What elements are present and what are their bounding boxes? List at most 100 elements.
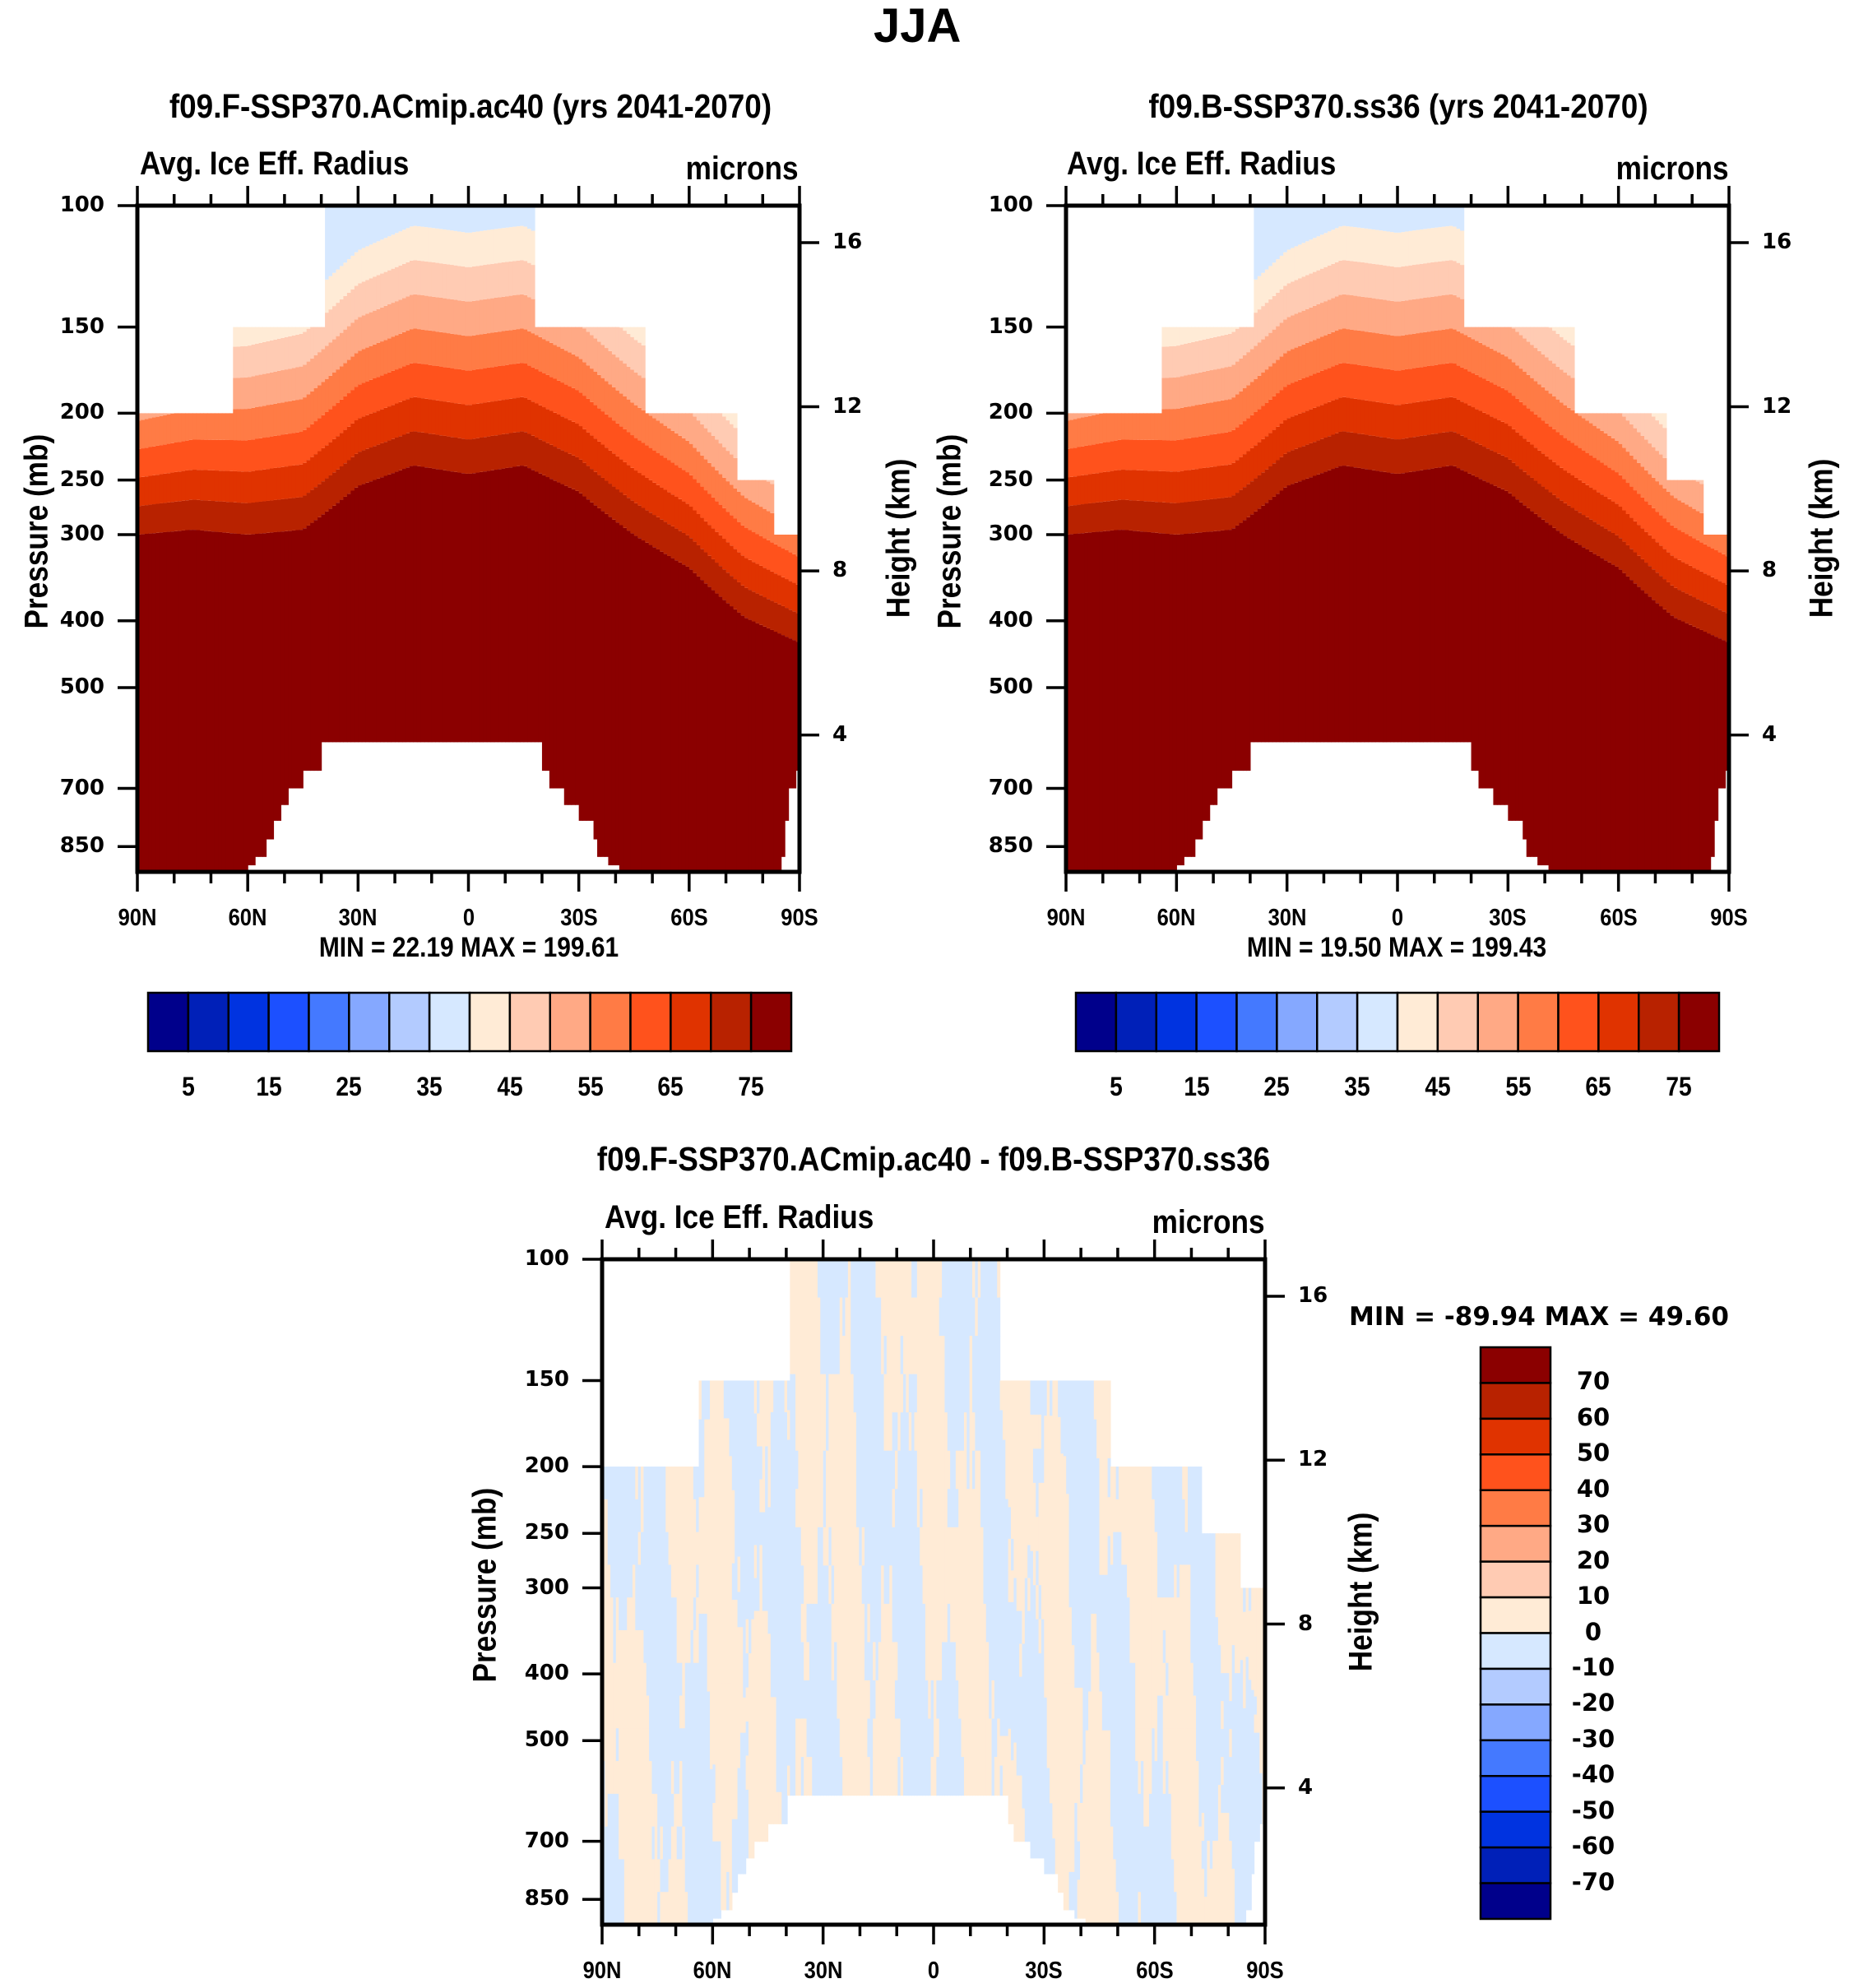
contour-cell xyxy=(1242,421,1248,455)
contour-cell xyxy=(641,1695,644,1729)
contour-cell xyxy=(200,470,205,501)
contour-cell xyxy=(654,1629,658,1664)
contour-cell xyxy=(1581,482,1586,516)
contour-cell xyxy=(733,579,738,609)
contour-cell xyxy=(483,206,488,231)
contour-cell xyxy=(1570,410,1575,443)
contour-cell xyxy=(1102,413,1107,443)
contour-cell xyxy=(1390,232,1395,267)
contour-cell xyxy=(997,1412,1001,1452)
contour-cell xyxy=(1692,597,1697,627)
contour-cell xyxy=(291,465,296,498)
contour-cell xyxy=(712,1610,716,1650)
contour-cell xyxy=(428,330,433,365)
contour-cell xyxy=(1030,1619,1034,1654)
contour-cell xyxy=(1161,409,1166,441)
contour-cell xyxy=(674,1728,678,1762)
contour-cell xyxy=(1052,1838,1056,1874)
contour-cell xyxy=(753,1413,758,1448)
contour-cell xyxy=(758,535,763,566)
contour-cell xyxy=(688,507,693,539)
contour-cell xyxy=(969,1336,973,1375)
contour-cell xyxy=(731,1819,735,1856)
contour-cell xyxy=(961,1642,965,1681)
contour-cell xyxy=(790,1642,794,1681)
contour-cell xyxy=(1176,439,1181,472)
contour-cell xyxy=(607,1662,611,1697)
contour-cell xyxy=(1552,396,1557,429)
contour-cell xyxy=(1206,467,1211,500)
contour-cell xyxy=(693,1892,697,1925)
contour-cell xyxy=(684,1761,688,1795)
contour-cell xyxy=(1313,206,1318,239)
contour-cell xyxy=(1002,1647,1006,1678)
contour-cell xyxy=(660,1695,664,1729)
contour-cell xyxy=(925,1565,929,1605)
contour-cell xyxy=(703,521,708,553)
contour-cell xyxy=(657,1761,661,1795)
contour-cell xyxy=(1246,385,1251,419)
contour-cell xyxy=(1044,1485,1048,1522)
contour-cell xyxy=(660,487,665,520)
contour-cell xyxy=(809,1374,813,1413)
contour-cell xyxy=(698,1691,702,1731)
contour-cell xyxy=(461,438,466,474)
contour-cell xyxy=(284,498,289,531)
contour-cell xyxy=(969,1565,973,1605)
contour-cell xyxy=(853,1259,857,1299)
contour-cell xyxy=(321,481,326,515)
contour-cell xyxy=(1618,569,1623,872)
contour-cell xyxy=(1703,632,1708,872)
contour-cell xyxy=(721,1683,725,1722)
contour-cell xyxy=(1124,439,1129,470)
contour-cell xyxy=(701,1691,705,1731)
contour-cell xyxy=(883,1718,888,1758)
contour-cell xyxy=(1264,369,1269,403)
contour-cell xyxy=(922,1527,926,1566)
contour-cell xyxy=(623,1564,628,1598)
contour-cell xyxy=(299,464,304,498)
contour-cell xyxy=(1404,266,1410,301)
contour-cell xyxy=(494,470,498,743)
contour-cell xyxy=(867,1374,871,1413)
contour-cell xyxy=(1445,432,1450,466)
contour-cell xyxy=(1493,384,1498,419)
contour-cell xyxy=(743,1697,747,1734)
contour-cell xyxy=(958,1718,962,1758)
contour-cell xyxy=(873,1642,877,1681)
contour-cell xyxy=(1261,405,1266,439)
contour-cell xyxy=(1408,437,1413,472)
contour-cell xyxy=(1027,1479,1031,1513)
contour-cell xyxy=(1008,1791,1012,1824)
contour-cell xyxy=(233,440,238,471)
contour-cell xyxy=(332,306,337,340)
contour-cell xyxy=(1566,407,1572,441)
contour-cell xyxy=(886,1642,890,1681)
contour-cell xyxy=(955,1527,959,1566)
contour-cell xyxy=(889,1603,893,1643)
contour-cell xyxy=(1537,484,1542,517)
contour-cell xyxy=(387,474,392,743)
contour-cell xyxy=(1379,299,1384,334)
contour-cell xyxy=(718,1572,722,1612)
contour-cell xyxy=(731,1856,735,1893)
contour-cell xyxy=(721,1607,725,1646)
contour-cell xyxy=(820,1489,824,1528)
contour-cell xyxy=(354,487,359,743)
contour-cell xyxy=(762,1446,766,1481)
contour-cell xyxy=(1254,206,1258,280)
contour-cell xyxy=(812,1757,816,1796)
contour-cell xyxy=(1323,369,1328,404)
contour-cell xyxy=(1467,473,1472,743)
contour-cell xyxy=(869,1336,874,1375)
contour-cell xyxy=(431,296,436,331)
contour-cell xyxy=(969,1718,973,1758)
contour-cell xyxy=(332,438,337,473)
contour-cell xyxy=(409,294,415,330)
contour-cell xyxy=(383,475,388,743)
contour-cell xyxy=(1221,368,1226,401)
contour-cell xyxy=(665,1597,670,1631)
contour-cell xyxy=(402,206,407,230)
contour-cell xyxy=(325,511,330,743)
contour-cell xyxy=(814,1642,818,1681)
